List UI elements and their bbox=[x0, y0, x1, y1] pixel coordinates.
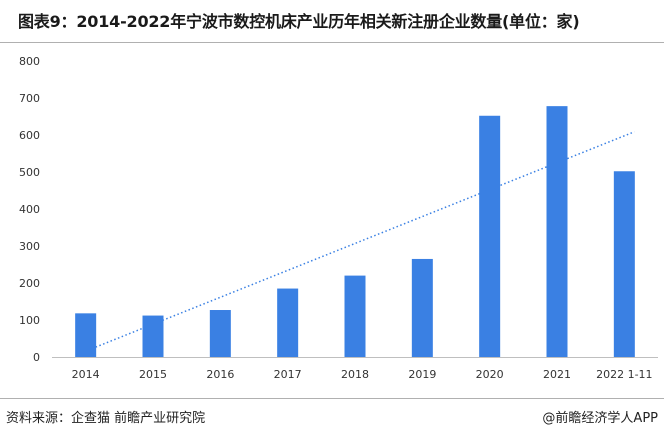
x-tick-label: 2018 bbox=[341, 368, 369, 381]
bar-chart: 0 100 200 300 400 500 600 700 800 2014 2015 2016 201… bbox=[19, 55, 658, 381]
bar-2021 bbox=[546, 106, 568, 357]
y-tick-label: 100 bbox=[19, 314, 40, 327]
footer: 资料来源：企查猫 前瞻产业研究院 @前瞻经济学人APP bbox=[0, 398, 664, 435]
bar-2020 bbox=[479, 115, 501, 357]
chart-title: 图表9：2014-2022年宁波市数控机床产业历年相关新注册企业数量(单位：家) bbox=[18, 12, 580, 31]
y-tick-label: 500 bbox=[19, 166, 40, 179]
y-tick-label: 600 bbox=[19, 129, 40, 142]
x-tick-label: 2017 bbox=[274, 368, 302, 381]
x-tick-label: 2020 bbox=[476, 368, 504, 381]
y-tick-label: 0 bbox=[33, 351, 40, 364]
bar-2014 bbox=[75, 313, 97, 357]
x-tick-label: 2022 1-11 bbox=[596, 368, 652, 381]
title-divider bbox=[0, 42, 664, 43]
bar-2016 bbox=[209, 310, 231, 357]
y-tick-label: 200 bbox=[19, 277, 40, 290]
brand-credit: @前瞻经济学人APP bbox=[542, 411, 658, 426]
bar-2022-1-11 bbox=[613, 171, 635, 357]
bar-2017 bbox=[277, 288, 299, 357]
x-tick-label: 2016 bbox=[206, 368, 234, 381]
bar-2019 bbox=[411, 258, 433, 357]
x-tick-label: 2014 bbox=[72, 368, 100, 381]
y-tick-label: 300 bbox=[19, 240, 40, 253]
y-tick-label: 400 bbox=[19, 203, 40, 216]
y-tick-label: 700 bbox=[19, 92, 40, 105]
footer-divider bbox=[0, 398, 664, 399]
trendline bbox=[95, 131, 635, 348]
source-note: 资料来源：企查猫 前瞻产业研究院 bbox=[6, 411, 206, 426]
x-tick-label: 2019 bbox=[408, 368, 436, 381]
bar-2018 bbox=[344, 275, 366, 357]
x-tick-label: 2021 bbox=[543, 368, 571, 381]
x-tick-label: 2015 bbox=[139, 368, 167, 381]
y-tick-label: 800 bbox=[19, 55, 40, 68]
